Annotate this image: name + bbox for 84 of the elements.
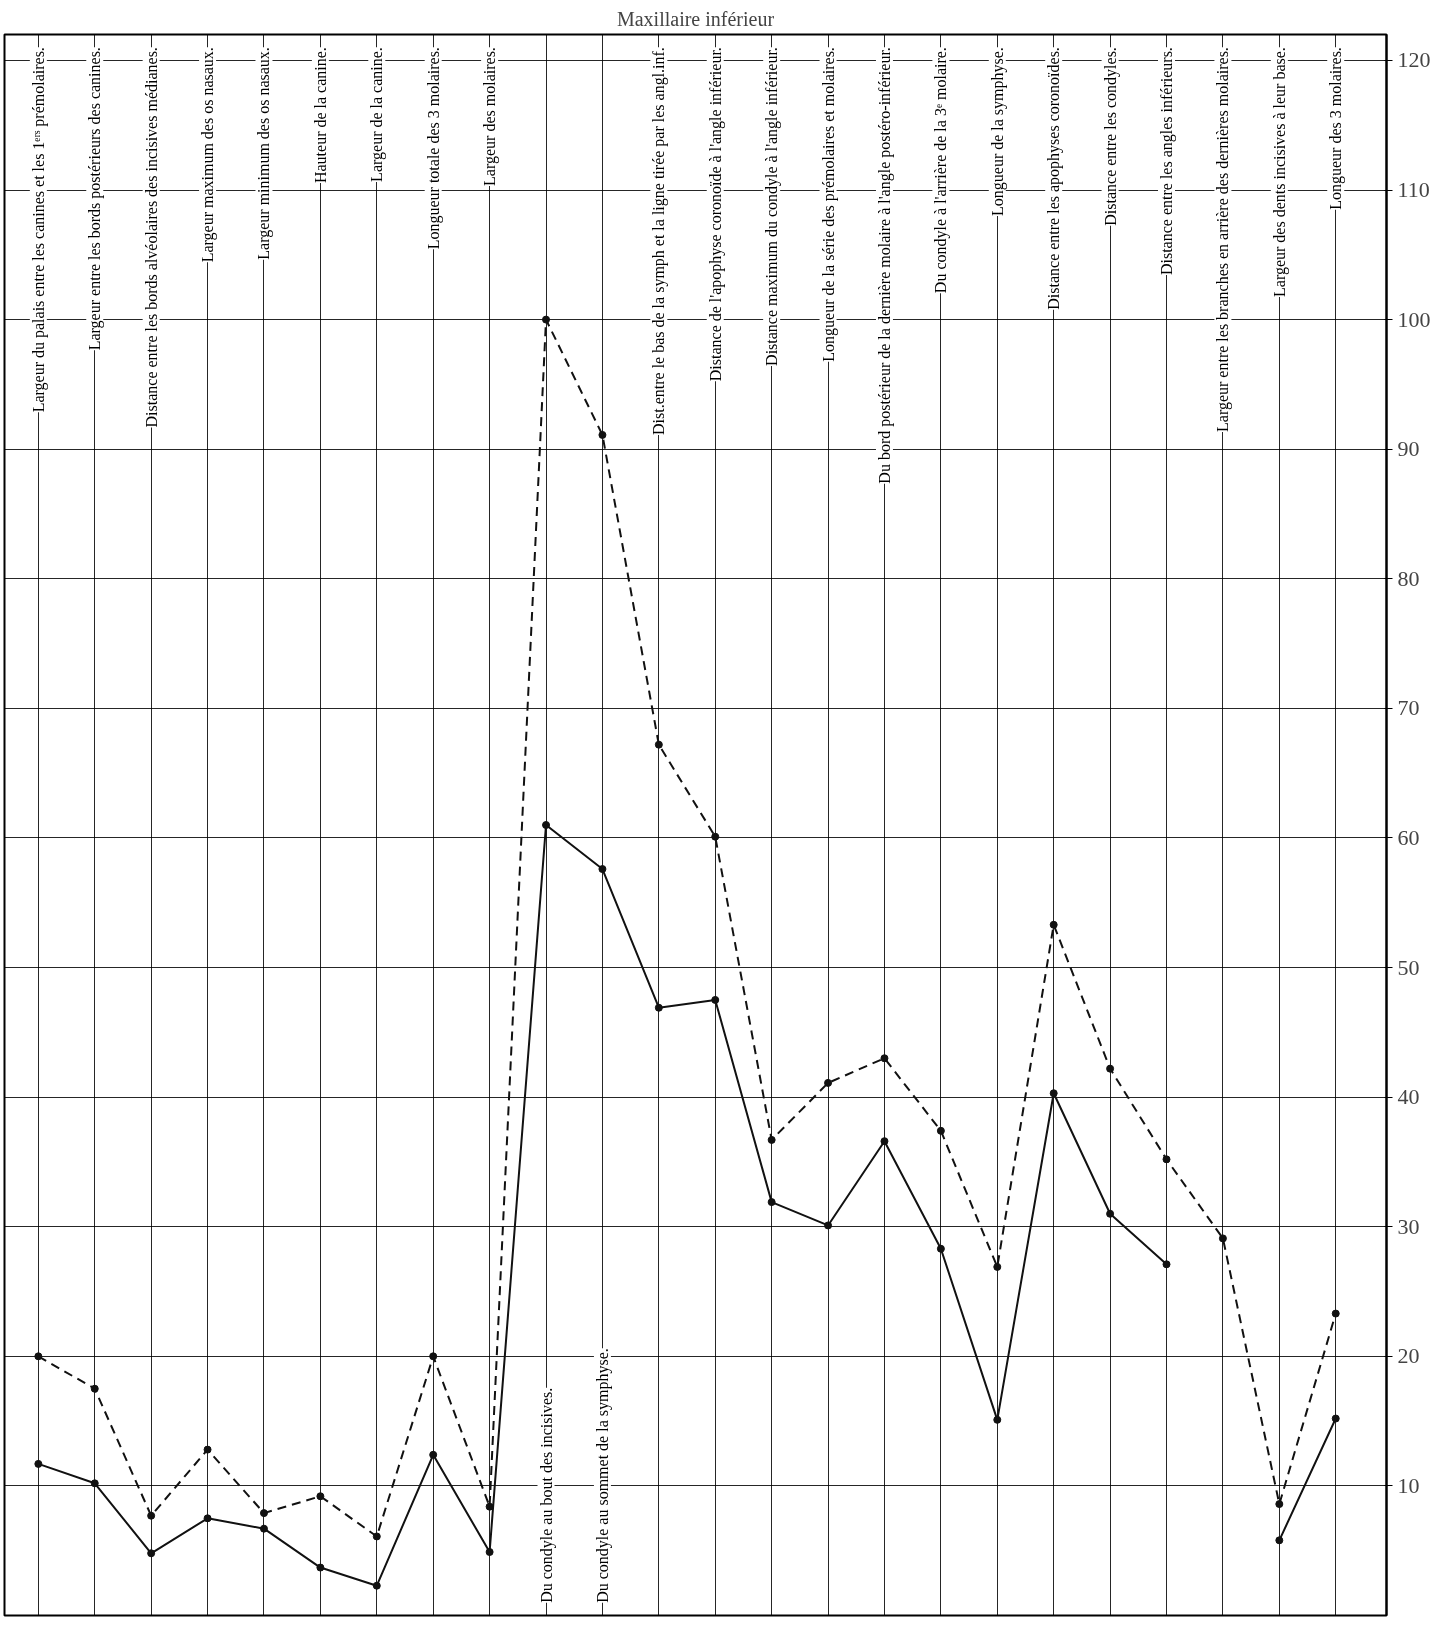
- point: [485, 1548, 494, 1556]
- point: [316, 1492, 325, 1501]
- x-tick-label: Du bord postérieur de la dernière molaire à l'angle postéro-inférieur.: [875, 47, 894, 484]
- y-tick-label: 50: [1397, 954, 1420, 980]
- x-tick-label: Distance entre les bords alvéolaires des incisives médianes.: [142, 47, 160, 428]
- point: [34, 1352, 43, 1361]
- point: [1049, 920, 1058, 929]
- y-tick-label: 40: [1397, 1084, 1420, 1110]
- point: [34, 1459, 43, 1468]
- chart-title: Maxillaire inférieur: [616, 7, 775, 30]
- point: [598, 430, 607, 439]
- point: [372, 1581, 381, 1590]
- point: [429, 1450, 438, 1459]
- point: [259, 1524, 268, 1533]
- point: [936, 1244, 945, 1253]
- point: [824, 1078, 833, 1087]
- x-tick-label: Longueur de la série des prémolaires et molaires.: [819, 47, 838, 362]
- x-tick-label: Du condyle à l'arrière de la 3ᵉ molaire.: [932, 47, 951, 294]
- y-tick-label: 20: [1397, 1343, 1420, 1369]
- point: [203, 1514, 212, 1523]
- x-tick-label: Largeur des dents incisives à leur base.: [1270, 47, 1289, 297]
- x-tick-label: Largeur entre les branches en arrière des dernières molaires.: [1214, 47, 1233, 432]
- y-tick-label: 10: [1397, 1472, 1420, 1498]
- point: [1275, 1536, 1284, 1545]
- point: [147, 1549, 156, 1558]
- point: [711, 995, 720, 1004]
- point: [259, 1509, 268, 1518]
- x-tick-label: Distance entre les angles inférieurs.: [1158, 47, 1177, 276]
- x-tick-label: Hauteur de la canine.: [311, 47, 329, 184]
- x-tick-label: Distance entre les apophyses coronoïdes.: [1045, 47, 1064, 310]
- point: [936, 1126, 945, 1135]
- point: [1162, 1260, 1171, 1269]
- x-tick-label: Distance entre les condyles.: [1101, 47, 1120, 226]
- point: [90, 1384, 99, 1393]
- x-tick-label: Largeur des molaires.: [481, 47, 500, 186]
- x-tick-label: Largeur minimum des os nasaux.: [255, 47, 274, 260]
- x-tick-label: Du condyle au bout des incisives.: [537, 1387, 556, 1603]
- point: [993, 1415, 1002, 1424]
- point: [880, 1054, 889, 1063]
- point: [1106, 1209, 1115, 1218]
- y-tick-label: 30: [1397, 1213, 1420, 1239]
- y-tick-label: 110: [1397, 177, 1430, 203]
- point: [542, 315, 551, 324]
- point: [711, 832, 720, 841]
- point: [824, 1221, 833, 1230]
- x-tick-label: Distance maximum du condyle à l'angle inférieur.: [763, 47, 782, 366]
- x-tick-label: Largeur de la canine.: [368, 47, 387, 182]
- point: [1049, 1089, 1058, 1098]
- point: [880, 1137, 889, 1146]
- point: [485, 1502, 494, 1511]
- point: [542, 821, 551, 829]
- x-tick-label: Longueur des 3 molaires.: [1327, 47, 1346, 210]
- x-tick-label: Largeur maximum des os nasaux.: [199, 47, 218, 263]
- point: [316, 1563, 325, 1572]
- y-tick-label: 60: [1397, 824, 1420, 850]
- y-tick-label: 120: [1397, 47, 1431, 73]
- x-tick-label: Longueur totale des 3 molaires.: [424, 47, 443, 250]
- point: [1106, 1064, 1115, 1073]
- point: [767, 1198, 776, 1207]
- x-tick-label: Longueur de la symphyse.: [988, 47, 1007, 216]
- point: [90, 1479, 99, 1488]
- point: [1218, 1234, 1227, 1243]
- x-tick-label: Largeur du palais entre les canines et les 1ᵉʳˢ prémolaires.: [29, 47, 48, 413]
- point: [767, 1135, 776, 1144]
- point: [372, 1532, 381, 1541]
- point: [1162, 1155, 1171, 1164]
- y-tick-label: 80: [1397, 565, 1420, 591]
- y-tick-label: 90: [1397, 436, 1420, 462]
- x-tick-label: Du condyle au sommet de la symphyse.: [593, 1348, 612, 1603]
- point: [1331, 1309, 1340, 1318]
- point: [1331, 1414, 1340, 1423]
- point: [147, 1511, 156, 1520]
- y-tick-label: 100: [1397, 306, 1431, 332]
- x-tick-label: Largeur entre les bords postérieurs des canines.: [86, 47, 105, 351]
- x-tick-label: Distance de l'apophyse coronoïde à l'angle inférieur.: [706, 47, 725, 382]
- point: [598, 865, 607, 874]
- y-tick-label: 70: [1397, 695, 1420, 721]
- point: [429, 1352, 438, 1361]
- point: [203, 1445, 212, 1454]
- x-tick-label: Dist.entre le bas de la symph et la ligne tirée par les angl.inf.: [650, 47, 669, 436]
- point: [993, 1262, 1002, 1271]
- point: [1275, 1500, 1284, 1509]
- point: [654, 740, 663, 749]
- point: [654, 1003, 663, 1012]
